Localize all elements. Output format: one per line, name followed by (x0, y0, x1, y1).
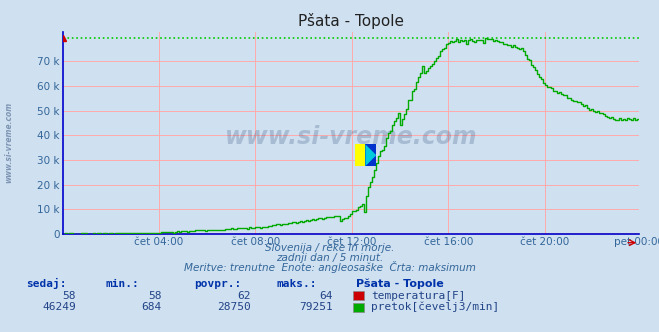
Text: 28750: 28750 (217, 302, 250, 312)
Text: povpr.:: povpr.: (194, 279, 242, 289)
Bar (366, 144, 376, 166)
Text: sedaj:: sedaj: (26, 278, 67, 289)
Text: Slovenija / reke in morje.: Slovenija / reke in morje. (265, 243, 394, 253)
Text: maks.:: maks.: (277, 279, 317, 289)
Text: zadnji dan / 5 minut.: zadnji dan / 5 minut. (276, 253, 383, 263)
Text: pretok[čevelj3/min]: pretok[čevelj3/min] (371, 302, 500, 312)
Text: www.si-vreme.com: www.si-vreme.com (225, 125, 477, 149)
Text: temperatura[F]: temperatura[F] (371, 291, 465, 301)
Text: 64: 64 (320, 291, 333, 301)
Text: Pšata - Topole: Pšata - Topole (356, 279, 444, 289)
Bar (355, 144, 366, 166)
Text: 79251: 79251 (299, 302, 333, 312)
Text: www.si-vreme.com: www.si-vreme.com (4, 102, 13, 183)
Text: 58: 58 (148, 291, 161, 301)
Text: min.:: min.: (105, 279, 139, 289)
Text: Meritve: trenutne  Enote: angleosaške  Črta: maksimum: Meritve: trenutne Enote: angleosaške Črt… (184, 261, 475, 273)
Text: 58: 58 (63, 291, 76, 301)
Text: 46249: 46249 (42, 302, 76, 312)
Text: 684: 684 (141, 302, 161, 312)
Title: Pšata - Topole: Pšata - Topole (298, 13, 404, 29)
Polygon shape (366, 144, 376, 166)
Text: 62: 62 (237, 291, 250, 301)
